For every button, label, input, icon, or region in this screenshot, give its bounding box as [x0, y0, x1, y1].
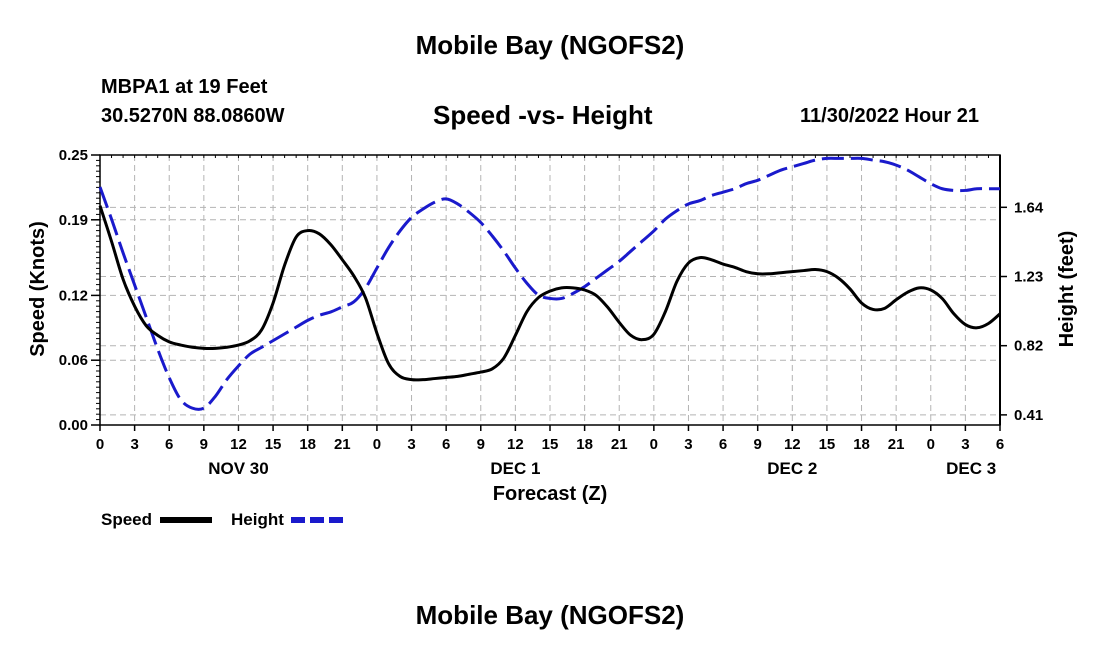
x-day-label: DEC 1 [490, 459, 540, 478]
y-tick-label: 0.25 [59, 147, 88, 164]
y2-tick-label: 1.64 [1014, 199, 1044, 216]
x-tick-label: 0 [650, 436, 658, 453]
x-tick-label: 15 [542, 436, 559, 453]
x-tick-label: 12 [507, 436, 524, 453]
main-title: Mobile Bay (NGOFS2) [415, 30, 685, 60]
y2-tick-label: 0.41 [1014, 407, 1043, 424]
x-tick-label: 6 [996, 436, 1004, 453]
axis-layer: 0 3 6 9 12 15 18 21 0 3 6 9 12 15 18 21 0 3 6 9 12 15 18 21 0 3 6 N… [59, 147, 1044, 478]
x-tick-label: 21 [611, 436, 628, 453]
station-label: MBPA1 at 19 Feet [101, 76, 268, 98]
footer-title: Mobile Bay (NGOFS2) [415, 600, 685, 630]
legend-speed-label: Speed [101, 510, 152, 529]
x-day-label: DEC 3 [946, 459, 996, 478]
chart-title: Speed -vs- Height [433, 100, 653, 130]
x-axis-title: Forecast (Z) [493, 483, 607, 505]
coordinates-label: 30.5270N 88.0860W [101, 105, 285, 127]
legend-height-label: Height [231, 510, 284, 529]
x-day-label: DEC 2 [767, 459, 817, 478]
y2-tick-label: 1.23 [1014, 269, 1043, 286]
x-tick-label: 6 [442, 436, 450, 453]
x-tick-label: 21 [888, 436, 905, 453]
x-tick-label: 15 [819, 436, 836, 453]
x-tick-label: 6 [165, 436, 173, 453]
x-tick-label: 21 [334, 436, 351, 453]
y2-tick-label: 0.82 [1014, 338, 1043, 355]
x-tick-label: 18 [576, 436, 593, 453]
x-tick-label: 6 [719, 436, 727, 453]
x-tick-label: 0 [927, 436, 935, 453]
y-tick-label: 0.19 [59, 212, 88, 229]
forecast-datetime: 11/30/2022 Hour 21 [800, 105, 980, 127]
y-tick-label: 0.00 [59, 417, 88, 434]
y-tick-label: 0.12 [59, 287, 88, 304]
y-tick-label: 0.06 [59, 352, 88, 369]
x-tick-label: 0 [373, 436, 381, 453]
x-tick-label: 12 [784, 436, 801, 453]
x-tick-label: 3 [130, 436, 138, 453]
speed-series-line [98, 205, 1001, 382]
series-layer [98, 156, 1001, 411]
y2-axis-title: Height (feet) [1056, 231, 1078, 348]
legend: Speed Height [101, 510, 343, 529]
x-day-label: NOV 30 [208, 459, 268, 478]
x-tick-label: 18 [299, 436, 316, 453]
x-tick-label: 12 [230, 436, 247, 453]
x-tick-label: 3 [684, 436, 692, 453]
x-tick-label: 9 [754, 436, 762, 453]
x-tick-label: 0 [96, 436, 104, 453]
height-series-line [98, 156, 1000, 411]
x-tick-label: 18 [853, 436, 870, 453]
x-tick-label: 3 [961, 436, 969, 453]
x-tick-label: 9 [200, 436, 208, 453]
x-tick-label: 3 [407, 436, 415, 453]
x-tick-label: 15 [265, 436, 282, 453]
y-axis-title: Speed (Knots) [27, 221, 49, 357]
x-tick-label: 9 [477, 436, 485, 453]
